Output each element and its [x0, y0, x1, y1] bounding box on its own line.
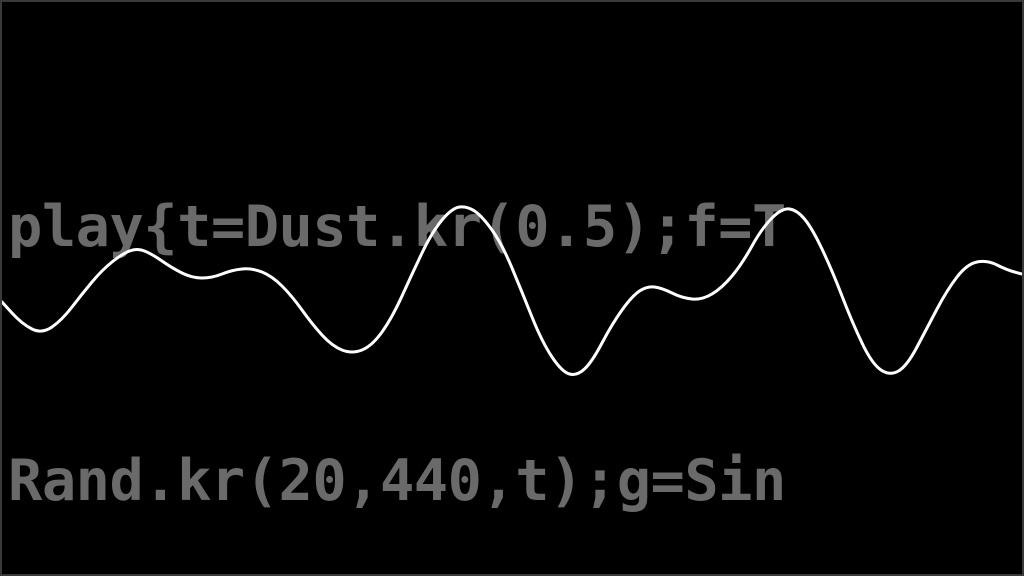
code-line: Rand.kr(20,440,t);g=Sin	[8, 447, 786, 514]
waveform-line	[2, 205, 1022, 376]
